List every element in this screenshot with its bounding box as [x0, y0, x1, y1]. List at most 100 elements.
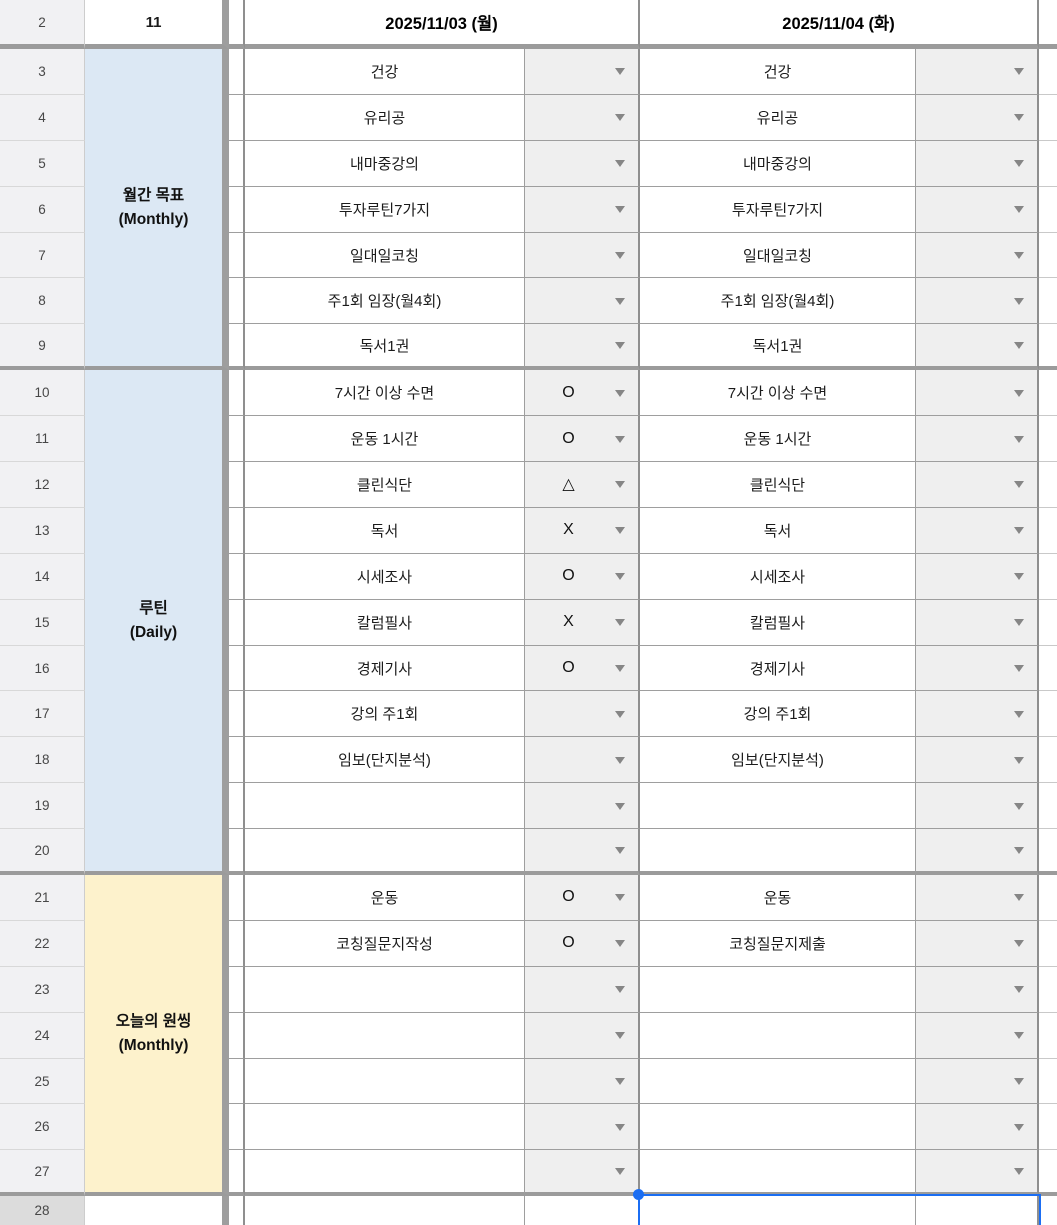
row-header-3[interactable]: 3 — [0, 49, 85, 95]
status-dropdown-r13-d1[interactable]: X — [525, 507, 640, 554]
status-dropdown-r10-d2[interactable] — [916, 370, 1039, 417]
status-dropdown-r24-d2[interactable] — [916, 1012, 1039, 1059]
task-cell-r10-d2[interactable]: 7시간 이상 수면 — [640, 370, 916, 417]
dropdown-arrow-icon[interactable] — [1014, 665, 1024, 673]
task-cell-r18-d1[interactable]: 임보(단지분석) — [245, 737, 525, 784]
spacer-cell[interactable] — [229, 553, 245, 600]
status-dropdown-r19-d2[interactable] — [916, 783, 1039, 830]
task-cell-r21-d2[interactable]: 운동 — [640, 875, 916, 921]
task-cell-r12-d2[interactable]: 클린식단 — [640, 462, 916, 508]
task-cell-r8-d2[interactable]: 주1회 임장(월4회) — [640, 278, 916, 325]
dropdown-arrow-icon[interactable] — [1014, 389, 1024, 397]
dropdown-arrow-icon[interactable] — [1014, 435, 1024, 443]
row-header-24[interactable]: 24 — [0, 1012, 85, 1059]
status-dropdown-r4-d2[interactable] — [916, 94, 1039, 141]
dropdown-arrow-icon[interactable] — [615, 573, 625, 581]
status-dropdown-r21-d1[interactable]: O — [525, 875, 640, 921]
row-header-23[interactable]: 23 — [0, 966, 85, 1013]
spacer-cell[interactable] — [229, 599, 245, 646]
row-header-28[interactable]: 28 — [0, 1196, 85, 1225]
row-header-22[interactable]: 22 — [0, 920, 85, 967]
cell-r28-d1[interactable] — [245, 1196, 525, 1225]
status-dropdown-r7-d1[interactable] — [525, 232, 640, 279]
dropdown-arrow-icon[interactable] — [615, 710, 625, 718]
spacer-cell[interactable] — [229, 49, 245, 95]
row-header-25[interactable]: 25 — [0, 1058, 85, 1105]
dropdown-arrow-icon[interactable] — [615, 1168, 625, 1176]
spacer-cell[interactable] — [229, 507, 245, 554]
task-cell-r13-d2[interactable]: 독서 — [640, 507, 916, 554]
task-cell-r27-d2[interactable] — [640, 1150, 916, 1197]
dropdown-arrow-icon[interactable] — [615, 665, 625, 673]
status-dropdown-r23-d1[interactable] — [525, 966, 640, 1013]
task-cell-r12-d1[interactable]: 클린식단 — [245, 462, 525, 508]
task-cell-r17-d2[interactable]: 강의 주1회 — [640, 691, 916, 738]
status-dropdown-r9-d2[interactable] — [916, 324, 1039, 371]
dropdown-arrow-icon[interactable] — [615, 252, 625, 259]
spacer-cell[interactable] — [229, 737, 245, 784]
spacer-cell[interactable] — [229, 783, 245, 830]
spacer-cell[interactable] — [229, 829, 245, 876]
task-cell-r3-d2[interactable]: 건강 — [640, 49, 916, 95]
task-cell-r22-d2[interactable]: 코칭질문지제출 — [640, 920, 916, 967]
dropdown-arrow-icon[interactable] — [1014, 527, 1024, 535]
status-dropdown-r15-d1[interactable]: X — [525, 599, 640, 646]
task-cell-r4-d1[interactable]: 유리공 — [245, 94, 525, 141]
status-dropdown-r13-d2[interactable] — [916, 507, 1039, 554]
spacer-cell[interactable] — [229, 1012, 245, 1059]
week-number-cell[interactable]: 11 — [85, 0, 229, 49]
row-header-8[interactable]: 8 — [0, 278, 85, 325]
dropdown-arrow-icon[interactable] — [1014, 619, 1024, 627]
dropdown-arrow-icon[interactable] — [615, 160, 625, 168]
spacer-cell[interactable] — [229, 875, 245, 921]
row-header-20[interactable]: 20 — [0, 829, 85, 876]
status-dropdown-r14-d1[interactable]: O — [525, 553, 640, 600]
task-cell-r23-d1[interactable] — [245, 966, 525, 1013]
dropdown-arrow-icon[interactable] — [1014, 847, 1024, 855]
date-header-2025-11-03[interactable]: 2025/11/03 (월) — [245, 0, 640, 49]
row-header-17[interactable]: 17 — [0, 691, 85, 738]
status-dropdown-r26-d2[interactable] — [916, 1104, 1039, 1151]
dropdown-arrow-icon[interactable] — [615, 1123, 625, 1131]
section-label-daily-routine[interactable]: 루틴 (Daily) — [85, 370, 229, 876]
dropdown-arrow-icon[interactable] — [1014, 206, 1024, 214]
status-dropdown-r18-d1[interactable] — [525, 737, 640, 784]
task-cell-r20-d2[interactable] — [640, 829, 916, 876]
status-dropdown-r20-d2[interactable] — [916, 829, 1039, 876]
spacer-cell[interactable] — [229, 370, 245, 417]
task-cell-r24-d2[interactable] — [640, 1012, 916, 1059]
status-dropdown-r11-d2[interactable] — [916, 416, 1039, 463]
row-header-27[interactable]: 27 — [0, 1150, 85, 1197]
dropdown-arrow-icon[interactable] — [615, 297, 625, 305]
dropdown-arrow-icon[interactable] — [615, 756, 625, 764]
spacer-cell[interactable] — [229, 186, 245, 233]
next-column-header[interactable] — [1039, 0, 1057, 49]
task-cell-r4-d2[interactable]: 유리공 — [640, 94, 916, 141]
task-cell-r18-d2[interactable]: 임보(단지분석) — [640, 737, 916, 784]
row-header-19[interactable]: 19 — [0, 783, 85, 830]
dropdown-arrow-icon[interactable] — [615, 481, 625, 489]
task-cell-r25-d1[interactable] — [245, 1058, 525, 1105]
spacer-cell[interactable] — [229, 1150, 245, 1197]
task-cell-r19-d1[interactable] — [245, 783, 525, 830]
task-cell-r7-d1[interactable]: 일대일코칭 — [245, 232, 525, 279]
task-cell-r14-d2[interactable]: 시세조사 — [640, 553, 916, 600]
spacer-column-header[interactable] — [229, 0, 245, 49]
dropdown-arrow-icon[interactable] — [1014, 297, 1024, 305]
status-dropdown-r14-d2[interactable] — [916, 553, 1039, 600]
row-header-5[interactable]: 5 — [0, 140, 85, 187]
status-dropdown-r27-d1[interactable] — [525, 1150, 640, 1197]
task-cell-r3-d1[interactable]: 건강 — [245, 49, 525, 95]
row-header-4[interactable]: 4 — [0, 94, 85, 141]
task-cell-r9-d2[interactable]: 독서1권 — [640, 324, 916, 371]
task-cell-r6-d2[interactable]: 투자루틴7가지 — [640, 186, 916, 233]
row-header-7[interactable]: 7 — [0, 232, 85, 279]
task-cell-r15-d2[interactable]: 칼럼필사 — [640, 599, 916, 646]
task-cell-r11-d2[interactable]: 운동 1시간 — [640, 416, 916, 463]
task-cell-r23-d2[interactable] — [640, 966, 916, 1013]
task-cell-r5-d2[interactable]: 내마중강의 — [640, 140, 916, 187]
dropdown-arrow-icon[interactable] — [615, 68, 625, 76]
status-dropdown-r6-d2[interactable] — [916, 186, 1039, 233]
task-cell-r17-d1[interactable]: 강의 주1회 — [245, 691, 525, 738]
spacer-cell[interactable] — [229, 966, 245, 1013]
